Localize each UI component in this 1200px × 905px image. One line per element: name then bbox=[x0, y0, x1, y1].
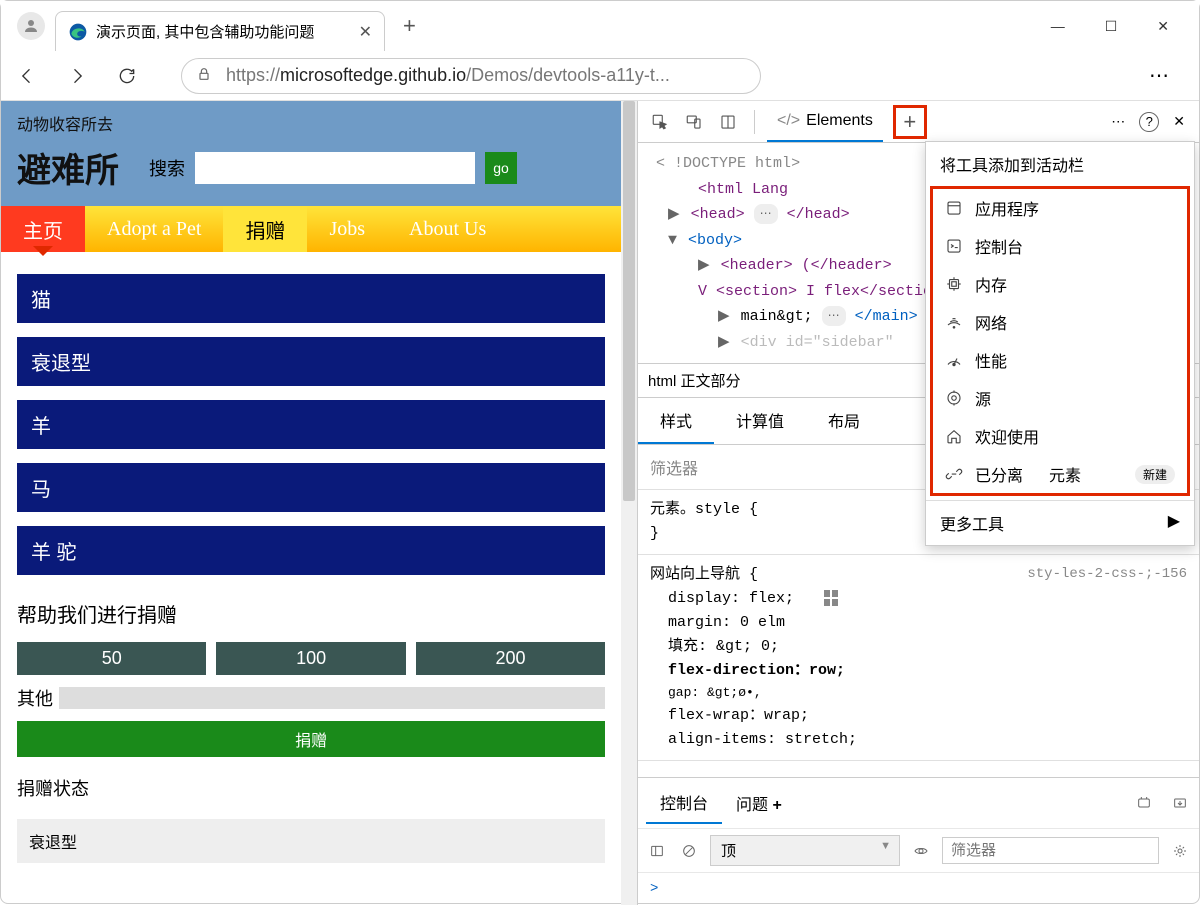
donate-title: 帮助我们进行捐赠 bbox=[17, 599, 605, 628]
drawer-icon[interactable] bbox=[1133, 792, 1155, 814]
drawer-tab-console[interactable]: 控制台 bbox=[646, 782, 722, 824]
go-button[interactable]: go bbox=[485, 152, 517, 184]
css-nav-rule[interactable]: sty-les-2-css-;-156 网站向上导航 { display: fl… bbox=[638, 555, 1199, 761]
tab-layout[interactable]: 布局 bbox=[806, 398, 882, 444]
donate-section: 帮助我们进行捐赠 50 100 200 其他 捐赠 捐赠状态 衰退型 bbox=[1, 589, 621, 873]
pet-item[interactable]: 马 bbox=[17, 463, 605, 512]
popup-item-application[interactable]: 应用程序 bbox=[933, 189, 1187, 227]
content-area: 动物收容所去 避难所 搜索 go 主页 Adopt a Pet 捐赠 Jobs … bbox=[1, 101, 1199, 905]
browser-menu-button[interactable]: ⋯ bbox=[1149, 63, 1189, 88]
console-drawer: 控制台 问题 + 顶 > bbox=[638, 777, 1199, 905]
popup-item-detached[interactable]: 已分离元素新建 bbox=[933, 455, 1187, 493]
hero-title: 避难所 bbox=[17, 143, 119, 192]
pet-item[interactable]: 猫 bbox=[17, 274, 605, 323]
browser-toolbar: https://microsoftedge.github.io/Demos/de… bbox=[1, 51, 1199, 101]
console-filter[interactable] bbox=[942, 837, 1159, 864]
pet-list: 猫 衰退型 羊 马 羊 驼 bbox=[1, 252, 621, 575]
sidebar-toggle-icon[interactable] bbox=[646, 840, 668, 862]
add-tool-button[interactable]: + bbox=[893, 105, 927, 139]
context-select[interactable]: 顶 bbox=[710, 835, 900, 866]
devtools-header: </>Elements + ⋯ ? ✕ bbox=[638, 101, 1199, 143]
window-controls: — ☐ ✕ bbox=[1051, 18, 1199, 35]
hero: 动物收容所去 避难所 搜索 go bbox=[1, 101, 621, 206]
browser-tab[interactable]: 演示页面, 其中包含辅助功能问题 ✕ bbox=[55, 11, 385, 51]
close-devtools[interactable]: ✕ bbox=[1173, 113, 1185, 130]
settings-icon[interactable] bbox=[1169, 840, 1191, 862]
popup-title: 将工具添加到活动栏 bbox=[926, 142, 1194, 186]
profile-avatar[interactable] bbox=[17, 12, 45, 40]
nav-adopt[interactable]: Adopt a Pet bbox=[85, 206, 223, 252]
inspect-icon[interactable] bbox=[646, 108, 674, 136]
maximize-button[interactable]: ☐ bbox=[1105, 18, 1118, 35]
demo-page: 动物收容所去 避难所 搜索 go 主页 Adopt a Pet 捐赠 Jobs … bbox=[1, 101, 621, 905]
tab-styles[interactable]: 样式 bbox=[638, 398, 714, 444]
pet-item[interactable]: 衰退型 bbox=[17, 337, 605, 386]
other-input[interactable] bbox=[59, 687, 605, 709]
forward-button[interactable] bbox=[61, 60, 93, 92]
popup-item-network[interactable]: 网络 bbox=[933, 303, 1187, 341]
drawer-tab-issues[interactable]: 问题 + bbox=[722, 783, 796, 823]
url-text: https://microsoftedge.github.io/Demos/de… bbox=[226, 65, 670, 86]
status-label: 捐赠状态 bbox=[17, 775, 605, 801]
popup-more-tools[interactable]: 更多工具▶ bbox=[926, 500, 1194, 545]
drawer-expand-icon[interactable] bbox=[1169, 792, 1191, 814]
tab-close-icon[interactable]: ✕ bbox=[359, 22, 372, 42]
address-bar[interactable]: https://microsoftedge.github.io/Demos/de… bbox=[181, 58, 761, 94]
nav-about[interactable]: About Us bbox=[387, 206, 508, 252]
tab-title: 演示页面, 其中包含辅助功能问题 bbox=[96, 21, 351, 42]
donate-submit[interactable]: 捐赠 bbox=[17, 721, 605, 757]
dock-icon[interactable] bbox=[714, 108, 742, 136]
help-icon[interactable]: ? bbox=[1139, 112, 1159, 132]
nav-home[interactable]: 主页 bbox=[1, 206, 85, 252]
new-tab-button[interactable]: + bbox=[403, 13, 416, 39]
devtools-panel: </>Elements + ⋯ ? ✕ < !DOCTYPE html> <ht… bbox=[637, 101, 1199, 905]
elements-tab[interactable]: </>Elements bbox=[767, 101, 883, 142]
nav-jobs[interactable]: Jobs bbox=[307, 206, 387, 252]
back-button[interactable] bbox=[11, 60, 43, 92]
titlebar: 演示页面, 其中包含辅助功能问题 ✕ + — ☐ ✕ bbox=[1, 1, 1199, 51]
more-tools-icon[interactable]: ⋯ bbox=[1111, 113, 1125, 130]
other-label: 其他 bbox=[17, 685, 53, 711]
donate-50[interactable]: 50 bbox=[17, 642, 206, 675]
clear-console-icon[interactable] bbox=[678, 840, 700, 862]
main-nav: 主页 Adopt a Pet 捐赠 Jobs About Us bbox=[1, 206, 621, 252]
status-value: 衰退型 bbox=[17, 819, 605, 863]
close-button[interactable]: ✕ bbox=[1157, 18, 1169, 35]
popup-item-performance[interactable]: 性能 bbox=[933, 341, 1187, 379]
search-input[interactable] bbox=[195, 152, 475, 184]
tab-computed[interactable]: 计算值 bbox=[714, 398, 806, 444]
live-expr-icon[interactable] bbox=[910, 840, 932, 862]
minimize-button[interactable]: — bbox=[1051, 18, 1065, 35]
edge-icon bbox=[68, 22, 88, 42]
pet-item[interactable]: 羊 bbox=[17, 400, 605, 449]
hero-subtitle: 动物收容所去 bbox=[17, 111, 605, 135]
popup-item-sources[interactable]: 源 bbox=[933, 379, 1187, 417]
search-label: 搜索 bbox=[149, 155, 185, 181]
add-tool-popup: 将工具添加到活动栏 应用程序 控制台 内存 网络 性能 源 欢迎使用 已分离元素… bbox=[925, 141, 1195, 546]
console-body[interactable]: > bbox=[638, 873, 1199, 905]
device-icon[interactable] bbox=[680, 108, 708, 136]
popup-item-welcome[interactable]: 欢迎使用 bbox=[933, 417, 1187, 455]
popup-item-memory[interactable]: 内存 bbox=[933, 265, 1187, 303]
page-scrollbar[interactable] bbox=[621, 101, 637, 905]
donate-200[interactable]: 200 bbox=[416, 642, 605, 675]
refresh-button[interactable] bbox=[111, 60, 143, 92]
popup-item-console[interactable]: 控制台 bbox=[933, 227, 1187, 265]
lock-icon bbox=[196, 66, 212, 85]
pet-item[interactable]: 羊 驼 bbox=[17, 526, 605, 575]
donate-100[interactable]: 100 bbox=[216, 642, 405, 675]
nav-donate[interactable]: 捐赠 bbox=[223, 206, 307, 252]
